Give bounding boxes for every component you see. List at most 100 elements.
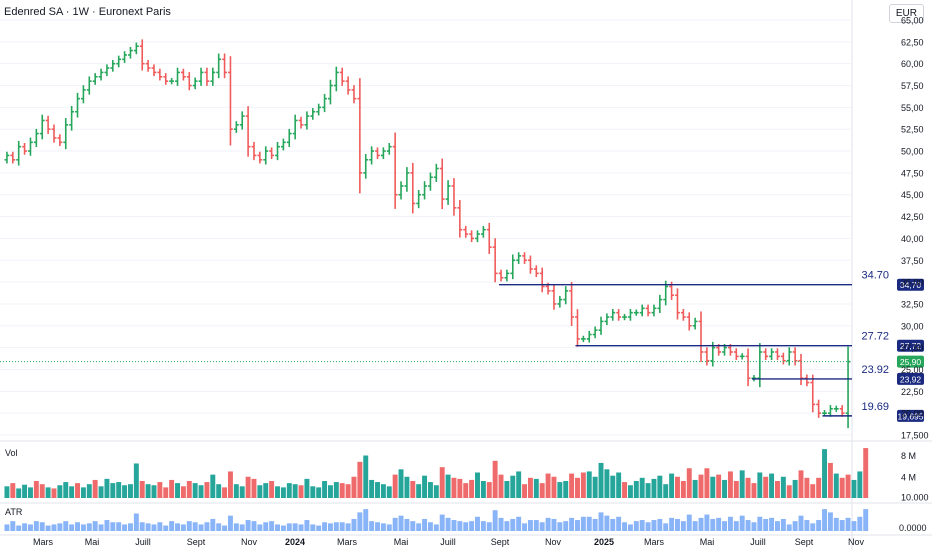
atr-bar (622, 522, 628, 531)
price-bar (169, 78, 175, 85)
price-bar (533, 265, 539, 278)
price-bar (286, 128, 292, 148)
atr-bar (557, 522, 563, 531)
atr-bar (545, 517, 551, 531)
price-bar (157, 68, 163, 81)
volume-bar (133, 463, 139, 498)
volume-bar (498, 474, 504, 498)
volume-bar (427, 482, 433, 498)
volume-bar (527, 477, 533, 498)
volume-bar (222, 487, 228, 498)
currency-button[interactable]: EUR (888, 4, 924, 23)
price-bar (422, 181, 427, 200)
price-bar (175, 67, 180, 86)
price-bar (316, 103, 322, 116)
price-bar (139, 39, 145, 71)
price-bar (445, 180, 451, 205)
atr-bar (739, 515, 745, 531)
price-bar (228, 56, 233, 146)
time-tick-label: Juill (750, 537, 766, 547)
volume-bar (204, 482, 210, 498)
atr-bar (286, 523, 292, 531)
volume-bar (122, 485, 128, 498)
price-bar (304, 111, 310, 130)
price-bar (480, 226, 486, 238)
atr-bar (404, 518, 410, 531)
volume-bar (675, 476, 680, 498)
price-bar (692, 317, 698, 330)
price-bar (392, 132, 398, 209)
volume-bar (392, 474, 398, 498)
volume-bar (598, 462, 604, 498)
price-tick-label: 35,00 (901, 278, 924, 288)
volume-bar (627, 485, 633, 498)
volume-bar (10, 483, 16, 498)
last-price-indicator: 25,90 (0, 355, 924, 368)
price-bar (675, 288, 680, 320)
volume-bar (116, 482, 122, 498)
atr-bar (675, 518, 680, 531)
atr-bar (763, 518, 769, 531)
atr-bar (139, 522, 145, 531)
price-tick-label: 42,50 (901, 212, 924, 222)
atr-bar (469, 521, 475, 531)
volume-bar (592, 476, 598, 498)
atr-bar (580, 516, 586, 531)
atr-bar (427, 522, 433, 531)
price-bar (33, 128, 39, 148)
atr-bar (845, 517, 851, 531)
volume-bar (727, 471, 733, 498)
atr-bar (122, 524, 128, 531)
volume-bar (516, 471, 522, 498)
volume-bar (551, 476, 557, 498)
atr-bar (533, 520, 539, 531)
atr-bar (263, 522, 269, 531)
atr-bar (63, 521, 69, 531)
atr-bar (198, 524, 204, 531)
atr-bar (145, 523, 151, 531)
atr-bar (392, 517, 398, 531)
volume-bar (192, 483, 198, 498)
price-bar (351, 85, 357, 104)
price-bar (210, 67, 216, 86)
atr-bar (222, 525, 228, 531)
last-price-text: 25,90 (900, 357, 922, 367)
atr-bar (157, 522, 163, 531)
volume-bar (822, 449, 828, 498)
price-bar (780, 352, 786, 365)
volume-bar (163, 487, 169, 498)
price-bar (269, 147, 275, 160)
price-bar (522, 252, 527, 264)
price-bar (410, 162, 416, 214)
volume-bar (210, 474, 216, 498)
atr-bar (839, 520, 845, 531)
atr-bar (363, 509, 369, 531)
price-bar (816, 399, 822, 418)
volume-bar (457, 478, 463, 498)
price-bar (610, 309, 616, 321)
atr-bar (204, 522, 210, 531)
price-bar (475, 230, 480, 243)
volume-bar (304, 478, 310, 498)
volume-bar (792, 479, 798, 498)
atr-bar (745, 520, 751, 531)
atr-bar (375, 522, 380, 531)
price-bar (204, 67, 210, 86)
atr-bar (633, 521, 639, 531)
price-bar (563, 286, 569, 305)
atr-bar (92, 521, 98, 531)
price-bar (628, 309, 633, 321)
volume-bar (486, 482, 492, 498)
price-bar (363, 154, 369, 179)
volume-bar (780, 476, 786, 498)
atr-bar (516, 516, 522, 531)
price-bar (328, 79, 333, 105)
volume-bar (786, 485, 792, 498)
atr-bar (510, 518, 516, 531)
price-bar (622, 313, 627, 321)
atr-bar (827, 512, 833, 531)
volume-bar (322, 481, 328, 498)
level-tag-text: 34,70 (900, 280, 922, 290)
volume-bar (45, 487, 51, 498)
